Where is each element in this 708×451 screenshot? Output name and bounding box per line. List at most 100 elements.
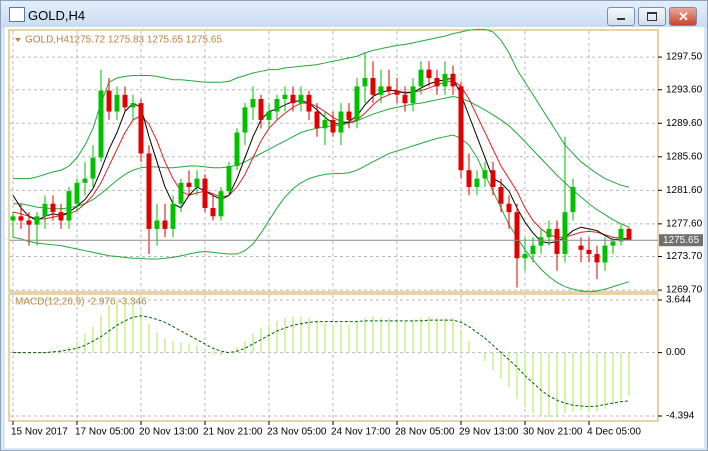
candle-body <box>354 86 360 120</box>
indicator-line <box>13 28 630 188</box>
candle-body <box>146 153 152 229</box>
candle-body <box>498 186 504 204</box>
candle-body <box>50 203 56 213</box>
x-tick-label: 24 Nov 17:00 <box>331 427 391 438</box>
y-tick-label: 1289.60 <box>666 118 703 129</box>
candle-body <box>490 170 496 187</box>
candle-body <box>410 86 416 104</box>
candle-body <box>426 69 432 79</box>
candle-body <box>618 228 624 242</box>
last-price-box <box>659 234 703 247</box>
y-tick-label: 1297.50 <box>666 52 703 63</box>
candle-body <box>266 111 272 120</box>
candle-body <box>330 119 336 133</box>
candle-body <box>114 94 120 112</box>
candle-body <box>594 254 600 263</box>
candle-body <box>346 111 352 120</box>
indicator-line <box>12 80 630 240</box>
y-tick-label: 1273.70 <box>666 251 703 262</box>
x-tick-label: 15 Nov 2017 <box>11 427 68 438</box>
y-tick-label: 1285.60 <box>666 151 703 162</box>
candle-body <box>234 132 240 167</box>
y-tick-label: -4.394 <box>666 411 695 422</box>
indicator-line <box>12 134 630 293</box>
candle-body <box>74 182 80 204</box>
candle-body <box>26 220 32 225</box>
candle-body <box>18 216 24 221</box>
ohlc-readout: 1275.72 1275.83 1275.65 1275.65 <box>69 35 222 46</box>
candle-body <box>538 237 544 246</box>
candle-body <box>218 191 224 217</box>
candle-body <box>186 182 192 187</box>
candle-body <box>178 182 184 204</box>
indicator-line <box>13 95 630 228</box>
candle-body <box>570 186 576 213</box>
candle-body <box>442 73 448 87</box>
candle-body <box>378 86 384 95</box>
candle-body <box>162 220 168 229</box>
y-tick-label: 3.644 <box>666 295 691 306</box>
chart: GOLD,H4 1275.72 1275.83 1275.65 1275.65 … <box>5 27 704 448</box>
candle-body <box>82 178 88 183</box>
candle-body <box>122 94 128 108</box>
window-icon <box>9 7 25 22</box>
candle-body <box>90 157 96 179</box>
candle-body <box>314 111 320 129</box>
candle-body <box>226 166 232 192</box>
window-title: GOLD,H4 <box>28 8 86 23</box>
candle-body <box>482 170 488 179</box>
candle-body <box>450 73 456 87</box>
candle-body <box>554 228 560 255</box>
candle-body <box>626 228 632 241</box>
candle-body <box>138 103 144 154</box>
candle-body <box>154 220 160 229</box>
main-panel-frame <box>8 29 659 293</box>
x-tick-label: 17 Nov 05:00 <box>75 427 135 438</box>
candle-body <box>202 178 208 208</box>
candle-body <box>338 111 344 133</box>
candle-body <box>298 94 304 104</box>
candle-body <box>258 98 264 120</box>
candle-body <box>34 216 40 225</box>
candle-body <box>458 86 464 171</box>
close-button[interactable]: ✕ <box>669 7 697 26</box>
candle-body <box>10 216 16 221</box>
candle-body <box>130 103 136 108</box>
x-tick-label: 23 Nov 05:00 <box>267 427 327 438</box>
minimize-button[interactable] <box>607 7 635 26</box>
candle-body <box>434 78 440 87</box>
candle-body <box>98 90 104 158</box>
candle-body <box>546 228 552 238</box>
x-tick-label: 20 Nov 13:00 <box>139 427 199 438</box>
x-tick-label: 29 Nov 13:00 <box>459 427 519 438</box>
x-tick-label: 28 Nov 05:00 <box>395 427 455 438</box>
candle-body <box>578 245 584 250</box>
candle-body <box>602 245 608 263</box>
maximize-button[interactable] <box>638 7 666 26</box>
candle-body <box>274 98 280 112</box>
candle-body <box>66 191 72 221</box>
y-tick-label: 1269.70 <box>666 285 703 296</box>
candle-body <box>562 212 568 255</box>
candle-body <box>514 212 520 259</box>
candle-body <box>362 78 368 87</box>
candle-body <box>402 94 408 104</box>
candle-body <box>530 245 536 255</box>
header-marker <box>15 38 21 42</box>
candle-body <box>610 241 616 246</box>
y-tick-label: 1281.60 <box>666 185 703 196</box>
candle-body <box>194 178 200 187</box>
candle-body <box>42 203 48 217</box>
candle-body <box>370 78 376 95</box>
last-price-label: 1275.65 <box>663 235 700 246</box>
candle-body <box>170 203 176 229</box>
signal-line <box>13 315 630 408</box>
title-bar: GOLD,H4 ✕ <box>1 1 707 28</box>
candle-body <box>466 170 472 187</box>
macd-title: MACD(12,26,9) -2.976 -3.346 <box>15 297 147 308</box>
candle-body <box>306 94 312 112</box>
candle-body <box>58 212 64 221</box>
candle-body <box>418 69 424 87</box>
candle-body <box>522 254 528 259</box>
